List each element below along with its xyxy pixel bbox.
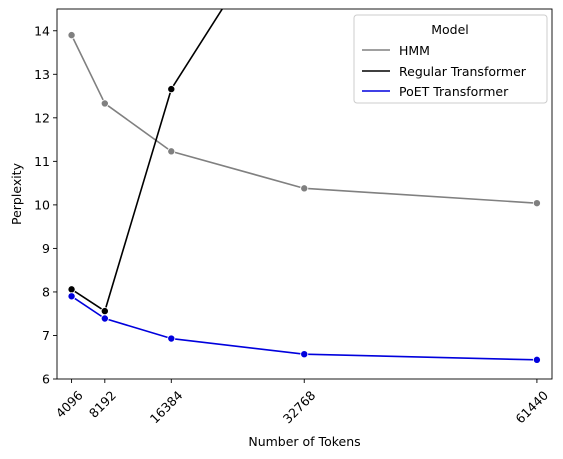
legend-label-regular-transformer: Regular Transformer [399, 64, 527, 79]
series-markers [67, 31, 541, 364]
point-hmm-0 [67, 31, 76, 40]
y-tick-label-2: 8 [42, 284, 50, 299]
y-tick-label-6: 12 [34, 110, 50, 125]
y-tick-label-1: 7 [42, 328, 50, 343]
point-poet-transformer-2 [167, 334, 176, 343]
point-hmm-4 [532, 199, 541, 208]
point-regular-transformer-0 [67, 285, 76, 294]
point-poet-transformer-0 [67, 292, 76, 301]
legend: Model HMM Regular Transformer PoET Trans… [353, 14, 548, 104]
y-tick-label-3: 9 [42, 241, 50, 256]
x-tick-label-1: 8192 [86, 388, 119, 421]
x-tick-label-3: 32768 [280, 388, 319, 427]
point-regular-transformer-1 [100, 307, 109, 316]
y-tick-label-5: 11 [34, 154, 50, 169]
x-tick-label-0: 4096 [53, 388, 86, 421]
legend-label-poet-transformer: PoET Transformer [399, 84, 509, 99]
point-poet-transformer-1 [100, 314, 109, 323]
y-axis-title: Perplexity [9, 162, 24, 225]
y-tick-label-4: 10 [34, 197, 50, 212]
point-hmm-1 [100, 99, 109, 108]
point-regular-transformer-2 [167, 85, 176, 94]
x-axis-title: Number of Tokens [248, 434, 360, 449]
point-hmm-3 [300, 184, 309, 193]
y-tick-label-0: 6 [42, 372, 50, 387]
point-hmm-2 [167, 147, 176, 156]
legend-label-hmm: HMM [399, 43, 430, 58]
y-tick-label-7: 13 [34, 67, 50, 82]
legend-title: Model [431, 22, 469, 37]
x-tick-label-2: 16384 [147, 388, 186, 427]
point-poet-transformer-3 [300, 350, 309, 359]
plot-frame [56, 8, 553, 380]
series-line-regular-transformer [71, 9, 224, 312]
legend-box [353, 14, 548, 104]
point-poet-transformer-4 [532, 355, 541, 364]
x-tick-label-4: 61440 [512, 388, 551, 427]
y-tick-label-8: 14 [34, 23, 50, 38]
